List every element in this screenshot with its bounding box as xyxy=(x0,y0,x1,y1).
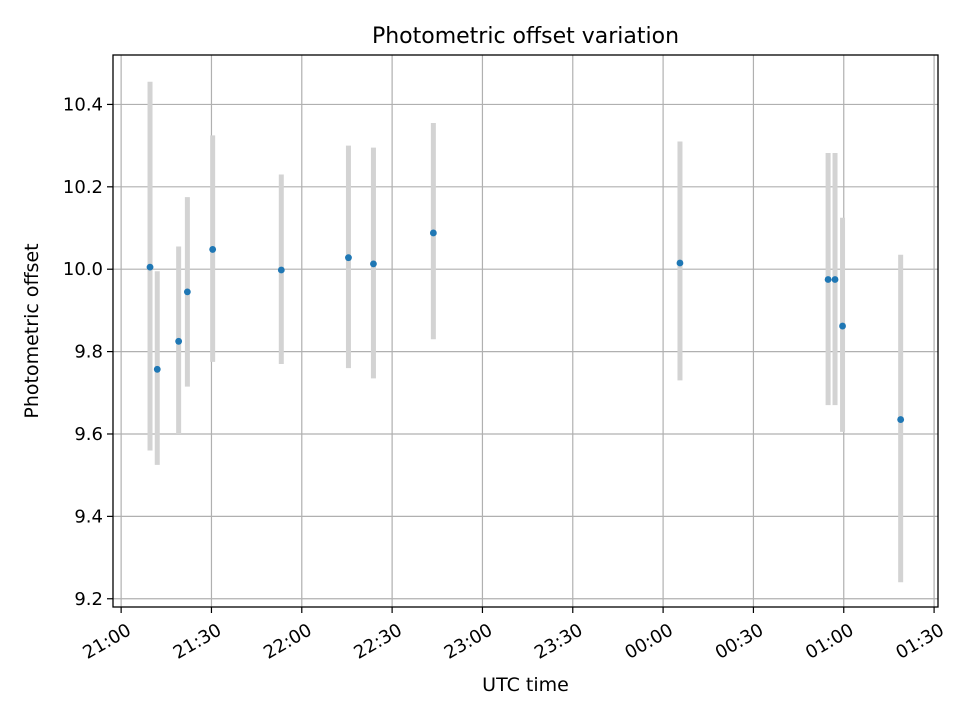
errorbar-layer xyxy=(147,81,904,583)
x-tick-label: 23:30 xyxy=(531,620,586,664)
y-tick-label: 9.4 xyxy=(74,506,103,527)
x-tick-label: 21:00 xyxy=(79,620,134,664)
grid-layer xyxy=(113,55,938,607)
y-tick-label: 9.8 xyxy=(74,342,103,363)
x-tick-label: 21:30 xyxy=(170,620,225,664)
x-tick-label: 01:00 xyxy=(802,620,857,664)
data-point xyxy=(676,259,684,267)
x-tick-label: 22:00 xyxy=(260,620,315,664)
plot-frame xyxy=(112,54,939,608)
y-tick-label: 10.2 xyxy=(63,177,103,198)
point-layer xyxy=(146,229,905,423)
data-point xyxy=(429,229,437,237)
data-point xyxy=(897,416,905,423)
tick-layer: 21:00 21:30 22:00 22:30 23:00 23:30 00:00 00:30… xyxy=(63,94,948,663)
chart-title: Photometric offset variation xyxy=(372,24,679,49)
data-point xyxy=(146,263,154,271)
y-tick-label: 9.2 xyxy=(74,589,103,610)
y-tick-label: 9.6 xyxy=(74,424,103,445)
y-tick-label: 10.0 xyxy=(63,259,103,280)
x-tick-label: 00:00 xyxy=(621,620,676,664)
data-point xyxy=(209,246,217,253)
data-point xyxy=(153,365,161,373)
data-point xyxy=(277,266,285,274)
x-tick-label: 00:30 xyxy=(712,620,767,664)
x-tick-label: 22:30 xyxy=(350,620,405,664)
data-point xyxy=(839,322,846,330)
data-point xyxy=(831,276,839,283)
x-tick-label: 23:00 xyxy=(441,620,496,664)
x-axis-label: UTC time xyxy=(482,674,569,696)
data-point xyxy=(183,288,191,296)
data-point xyxy=(370,260,377,268)
data-point xyxy=(345,254,352,262)
y-tick-label: 10.4 xyxy=(63,94,103,115)
x-tick-label: 01:30 xyxy=(892,620,947,664)
data-point xyxy=(824,276,832,283)
data-point xyxy=(175,337,183,345)
y-axis-label: Photometric offset xyxy=(21,243,43,418)
